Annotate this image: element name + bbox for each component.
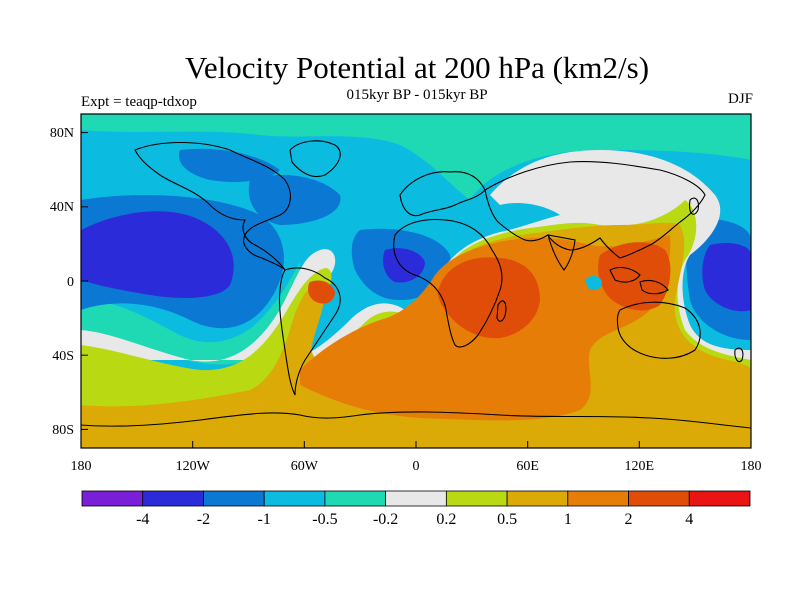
lon-tick-label: 60W <box>291 459 319 474</box>
lon-tick-label: 180 <box>741 459 762 474</box>
colorbar-swatch <box>567 490 629 507</box>
field-midblue-n-pacific <box>248 175 341 225</box>
colorbar-swatch <box>81 490 144 507</box>
velocity-potential-field <box>81 114 751 448</box>
coast-north-america <box>134 141 291 271</box>
field-pocket-indian-ocean <box>585 276 602 290</box>
colorbar-swatch <box>142 490 204 507</box>
colorbar-swatch <box>506 490 569 507</box>
lon-tick-label: 120E <box>625 459 655 474</box>
colorbar-label: -0.2 <box>373 511 398 528</box>
plot-subtitle: 015kyr BP - 015kyr BP <box>346 87 488 103</box>
lat-ticks <box>81 132 88 430</box>
colorbar-label: 4 <box>685 511 693 528</box>
field-deepblue-e-pacific <box>81 211 234 298</box>
coast-japan <box>689 197 699 215</box>
field-south-teal <box>81 262 300 365</box>
colorbar-label: 2 <box>625 511 633 528</box>
experiment-label: Expt = teaqp-tdxop <box>81 94 197 110</box>
field-redorange-s-america <box>308 280 335 304</box>
coast-eurasia <box>484 161 706 259</box>
coast-india <box>547 234 576 271</box>
colorbar-label: -0.5 <box>312 511 337 528</box>
lon-ticks <box>80 441 752 448</box>
lon-tick-label: 0 <box>413 459 420 474</box>
coast-new-zealand <box>734 347 744 363</box>
colorbar-label: 0.5 <box>497 511 517 528</box>
field-arctic-band <box>81 114 751 200</box>
colorbar-swatch <box>628 490 690 507</box>
colorbar-swatch <box>688 490 751 507</box>
coast-greenland <box>289 140 341 178</box>
lon-tick-label: 120W <box>176 459 211 474</box>
lat-tick-label: 40S <box>52 349 74 364</box>
lat-tick-label: 80N <box>50 126 74 141</box>
colorbar-swatch <box>445 490 508 507</box>
coastlines <box>81 140 751 429</box>
colorbar-label: -1 <box>258 511 271 528</box>
lat-tick-label: 80S <box>52 423 74 438</box>
lon-tick-label: 180 <box>71 459 92 474</box>
colorbar-label: 0.2 <box>436 511 456 528</box>
coast-europe <box>399 171 486 217</box>
colorbar-swatch <box>263 490 326 507</box>
coast-australia <box>616 301 701 359</box>
field-deepblue-atlantic <box>383 248 425 283</box>
lat-tick-label: 0 <box>67 275 74 290</box>
plot-title: Velocity Potential at 200 hPa (km2/s) <box>184 50 650 85</box>
field-deepblue-w-pacific <box>702 243 751 312</box>
colorbar: -4 -2 -1 -0.5 -0.2 0.2 0.5 1 2 4 <box>81 490 751 528</box>
coast-south-america <box>278 267 341 396</box>
colorbar-swatch <box>203 490 265 507</box>
coast-maritime-2 <box>639 279 669 295</box>
colorbar-swatch <box>324 490 387 507</box>
coast-africa <box>393 218 503 348</box>
lon-tick-label: 60E <box>516 459 539 474</box>
coast-maritime-1 <box>609 266 641 283</box>
season-label: DJF <box>727 91 753 107</box>
colorbar-label: -4 <box>136 511 149 528</box>
colorbar-label: 1 <box>564 511 572 528</box>
colorbar-swatch <box>385 490 447 507</box>
field-redorange-africa <box>437 257 540 339</box>
coast-antarctica <box>81 411 751 429</box>
field-midblue-eurasia <box>179 148 280 182</box>
colorbar-label: -2 <box>197 511 210 528</box>
lat-tick-label: 40N <box>50 200 74 215</box>
coast-madagascar <box>496 300 507 322</box>
